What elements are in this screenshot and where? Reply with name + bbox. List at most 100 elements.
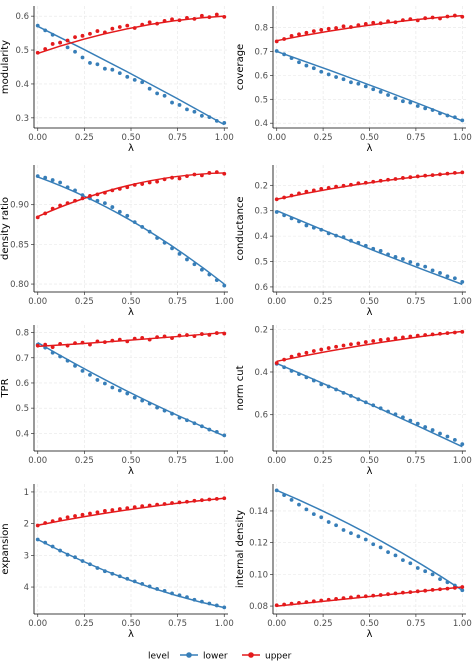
x-tick-label: 0.75 xyxy=(406,133,425,143)
y-tick-label: 0.7 xyxy=(15,354,29,364)
point-lower xyxy=(140,80,145,85)
y-tick-label: 0.4 xyxy=(254,119,268,129)
point-lower xyxy=(408,260,413,264)
point-upper xyxy=(334,26,338,30)
x-tick-label: 0.00 xyxy=(267,619,286,629)
x-tick-label: 1.00 xyxy=(453,133,472,143)
series-upper xyxy=(274,329,465,365)
point-upper xyxy=(177,176,182,181)
series-lower xyxy=(274,361,465,448)
point-lower xyxy=(430,268,435,273)
point-lower xyxy=(88,61,92,65)
point-lower xyxy=(95,378,100,382)
point-upper xyxy=(297,32,301,37)
x-tick-label: 0.75 xyxy=(168,456,187,466)
point-upper xyxy=(102,509,107,513)
point-upper xyxy=(289,34,294,38)
panel-6: 0.00 0.25 0.50 0.75 1.00 0.2 0.4 0.6 λ norm cut xyxy=(235,325,472,477)
point-lower xyxy=(117,388,122,393)
point-lower xyxy=(371,87,376,92)
series-upper xyxy=(274,13,465,44)
y-axis-label: norm cut xyxy=(235,365,246,410)
point-lower xyxy=(311,512,316,517)
series-lower xyxy=(274,49,465,123)
trend-line-lower xyxy=(37,25,225,126)
point-upper xyxy=(199,13,204,18)
point-upper xyxy=(371,339,376,343)
point-upper xyxy=(319,347,324,352)
trend-line-lower xyxy=(37,538,225,609)
point-lower xyxy=(297,502,301,507)
point-upper xyxy=(297,352,301,357)
x-tick-label: 1.00 xyxy=(215,133,234,143)
point-upper xyxy=(304,350,309,355)
x-tick-label: 0.00 xyxy=(267,133,286,143)
point-lower xyxy=(438,271,442,275)
trend-line-upper xyxy=(37,331,225,348)
point-lower xyxy=(378,248,383,253)
point-lower xyxy=(393,553,398,558)
point-upper xyxy=(73,35,77,40)
x-tick-label: 0.25 xyxy=(75,456,94,466)
grid xyxy=(34,6,228,128)
series-lower xyxy=(35,341,227,438)
point-lower xyxy=(222,283,227,288)
x-axis-label: λ xyxy=(128,466,134,477)
series-lower xyxy=(274,210,465,286)
y-tick-label: 0.4 xyxy=(254,232,268,242)
y-tick-label: 0.8 xyxy=(254,24,268,34)
trend-line-upper xyxy=(276,14,463,42)
point-upper xyxy=(393,336,398,341)
y-tick-label: 0.6 xyxy=(254,283,268,293)
point-upper xyxy=(356,341,361,346)
point-lower xyxy=(117,209,122,214)
y-tick-label: 0.4 xyxy=(15,429,29,439)
point-upper xyxy=(88,31,92,36)
x-tick-label: 0.25 xyxy=(314,297,333,307)
point-lower xyxy=(415,262,420,267)
x-tick-label: 0.50 xyxy=(360,456,379,466)
point-lower xyxy=(326,520,331,524)
x-tick-label: 1.00 xyxy=(215,297,234,307)
point-upper xyxy=(110,26,115,31)
y-axis-label: modularity xyxy=(0,40,11,94)
point-lower xyxy=(430,428,435,432)
series-upper xyxy=(274,170,465,202)
series-upper xyxy=(35,496,227,528)
point-lower xyxy=(170,100,174,105)
x-tick-label: 0.00 xyxy=(267,456,286,466)
point-lower xyxy=(452,437,457,442)
point-lower xyxy=(132,395,137,400)
x-axis-label: λ xyxy=(367,629,373,640)
point-upper xyxy=(80,512,85,517)
point-upper xyxy=(110,508,115,512)
x-tick-label: 0.00 xyxy=(28,619,47,629)
panel-grid: 0.00 0.25 0.50 0.75 1.00 0.3 0.4 0.5 0.6 λ modular… xyxy=(0,6,472,640)
point-lower xyxy=(102,201,107,206)
point-lower xyxy=(423,264,428,269)
point-upper xyxy=(341,24,346,29)
trend-line-lower xyxy=(276,489,463,591)
point-lower xyxy=(289,497,294,502)
x-tick-label: 0.25 xyxy=(75,619,94,629)
point-lower xyxy=(460,279,465,284)
point-lower xyxy=(319,515,324,520)
point-upper xyxy=(65,38,70,43)
trend-line-upper xyxy=(37,172,225,218)
point-lower xyxy=(80,55,85,60)
point-upper xyxy=(95,29,100,33)
x-tick-label: 1.00 xyxy=(215,619,234,629)
point-lower xyxy=(452,276,457,281)
point-upper xyxy=(88,511,92,516)
grid xyxy=(273,6,466,128)
point-lower xyxy=(192,109,197,114)
point-upper xyxy=(460,585,465,589)
point-lower xyxy=(147,86,152,91)
y-tick-label: 0.7 xyxy=(254,47,268,57)
legend-marker-lower xyxy=(186,652,192,658)
point-lower xyxy=(110,385,115,390)
x-tick-label: 1.00 xyxy=(453,297,472,307)
point-lower xyxy=(438,577,442,582)
point-lower xyxy=(415,104,420,108)
x-axis-label: λ xyxy=(367,466,373,477)
